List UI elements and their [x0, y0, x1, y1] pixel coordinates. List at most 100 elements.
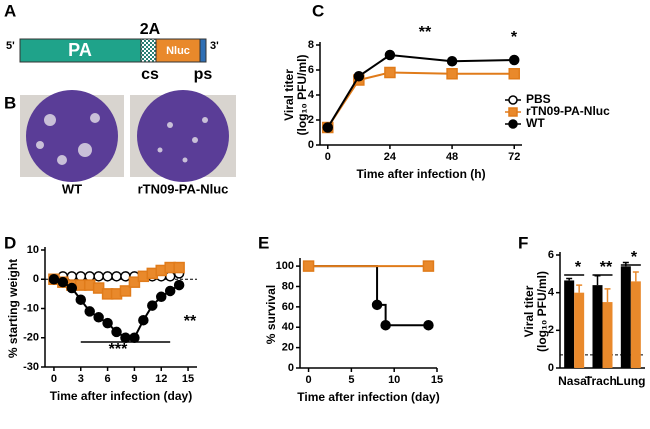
y-axis-label: Viral titer — [522, 285, 536, 337]
plaque-photos: WT rTN09-PA-Nluc — [20, 90, 236, 196]
marker — [322, 122, 334, 133]
x-tick-label: Trach. — [585, 374, 620, 388]
marker — [84, 306, 95, 317]
legend-label: WT — [526, 116, 545, 130]
marker — [48, 274, 60, 285]
error-bar — [576, 284, 583, 293]
y-axis-label: % starting weight — [6, 259, 20, 358]
y-tick-label: 2 — [308, 114, 314, 126]
x-tick-label: 6 — [105, 373, 111, 385]
marker — [102, 271, 113, 282]
y-axis-label: % survival — [264, 285, 278, 344]
y-tick-label: 20 — [282, 342, 294, 354]
series-line — [308, 265, 429, 327]
marker — [508, 54, 520, 66]
plate — [137, 90, 229, 182]
error-bar — [594, 274, 601, 286]
panel-label: F — [518, 233, 528, 252]
marker — [147, 300, 158, 311]
marker — [384, 66, 396, 79]
site-label: cs — [141, 66, 159, 83]
y-tick-label: 4 — [308, 89, 315, 101]
marker — [66, 282, 78, 294]
x-tick-label: 72 — [508, 151, 520, 163]
x-tick-label: 15 — [182, 373, 194, 385]
significance: * — [511, 29, 518, 46]
y-axis-label: (log₁₀ PFU/ml) — [535, 271, 549, 352]
marker — [120, 271, 131, 282]
marker — [111, 271, 122, 282]
y-tick-label: 0 — [548, 362, 554, 374]
marker — [138, 314, 149, 326]
marker — [102, 317, 113, 329]
y-tick-label: -20 — [23, 332, 39, 344]
x-tick-label: 48 — [446, 151, 458, 163]
y-tick-label: 0 — [33, 273, 39, 285]
bar — [630, 281, 641, 368]
significance: * — [575, 259, 582, 276]
marker — [302, 260, 315, 272]
marker — [155, 291, 167, 303]
x-axis-label: Time after infection (h) — [356, 167, 485, 181]
marker — [57, 276, 69, 288]
marker — [119, 285, 132, 297]
y-tick-label: -10 — [23, 302, 39, 314]
significance: ** — [419, 24, 432, 41]
y-tick-label: 100 — [276, 260, 294, 272]
x-tick-label: 0 — [51, 373, 57, 385]
y-tick-label: 10 — [27, 244, 39, 256]
error-bar — [566, 277, 573, 281]
legend-marker — [508, 95, 518, 105]
marker — [508, 68, 520, 80]
marker — [173, 261, 185, 274]
marker — [93, 312, 104, 323]
marker — [111, 326, 122, 338]
marker — [93, 271, 104, 282]
photo-caption: WT — [62, 181, 82, 196]
legend-label: PBS — [526, 92, 551, 106]
x-tick-label: 0 — [306, 374, 312, 386]
y-tick-label: 0 — [288, 362, 294, 374]
segment-label: PA — [68, 40, 92, 60]
y-axis-label: (log₁₀ PFU/ml) — [295, 54, 309, 135]
bar — [592, 285, 603, 368]
y-tick-label: 0 — [308, 139, 314, 151]
y-tick-label: 2 — [548, 324, 554, 336]
x-tick-label: 9 — [131, 373, 137, 385]
bar — [602, 302, 613, 368]
x-axis-label: Time after infection (day) — [50, 389, 192, 403]
marker — [128, 276, 141, 288]
x-axis-label: Time after infection (day) — [297, 390, 439, 404]
x-tick-label: 24 — [384, 151, 397, 163]
legend-marker — [508, 119, 518, 129]
panel-label: E — [258, 233, 269, 252]
x-tick-label: 5 — [348, 374, 354, 386]
x-tick-label: 15 — [431, 374, 443, 386]
y-tick-label: 40 — [282, 321, 294, 333]
series-line — [326, 53, 515, 129]
y-tick-label: 6 — [548, 249, 554, 261]
three-prime: 3' — [210, 40, 219, 52]
segment-label: Nluc — [166, 45, 190, 57]
x-tick-label: Nasal — [558, 374, 590, 388]
x-tick-label: 10 — [388, 374, 400, 386]
marker — [173, 279, 185, 291]
panel-label: A — [4, 1, 16, 20]
marker — [422, 260, 435, 272]
error-bar — [632, 271, 639, 282]
marker — [353, 71, 365, 82]
y-tick-label: 80 — [282, 280, 294, 292]
significance: *** — [109, 341, 128, 358]
x-tick-label: 3 — [78, 373, 84, 385]
error-bar — [604, 288, 611, 303]
marker — [371, 299, 383, 311]
marker — [423, 319, 434, 331]
legend-label: rTN09-PA-Nluc — [526, 104, 610, 118]
panel-label: D — [4, 233, 16, 252]
marker — [446, 56, 458, 67]
bar — [620, 266, 631, 368]
significance: ** — [184, 313, 197, 330]
y-tick-label: 60 — [282, 301, 294, 313]
panel-label: C — [312, 1, 324, 20]
